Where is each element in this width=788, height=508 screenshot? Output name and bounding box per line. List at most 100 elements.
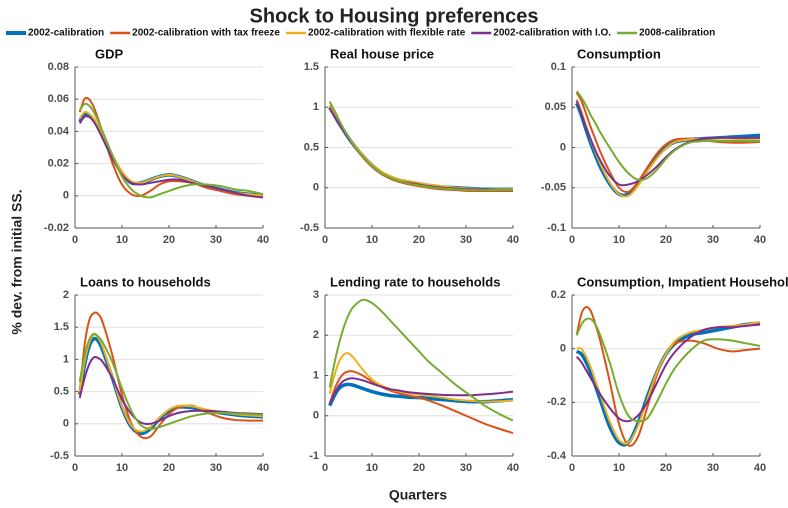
series-line — [78, 96, 264, 199]
y-tick-label: 0 — [63, 190, 69, 202]
y-tick-label: 0 — [560, 343, 566, 355]
x-tick-label: 0 — [72, 234, 78, 246]
y-tick-label: 0 — [313, 182, 319, 194]
x-tick-label: 40 — [507, 462, 519, 474]
y-tick-label: 0.2 — [551, 289, 566, 301]
x-tick-label: 30 — [707, 462, 719, 474]
x-tick-label: 40 — [257, 462, 269, 474]
panel: Consumption, Impatient Households -0.4 -0.… — [547, 274, 788, 473]
figure-title: Shock to Housing preferences — [250, 5, 539, 27]
x-tick-label: 0 — [322, 234, 328, 246]
series-line — [575, 102, 761, 198]
panel: Real house price-0.500.511.50 10 20 30 40 — [300, 46, 519, 245]
series-line — [575, 100, 760, 187]
x-tick-label: 20 — [163, 462, 175, 474]
y-tick-label: 0.5 — [54, 386, 69, 398]
x-tick-label: 20 — [660, 234, 672, 246]
series-line — [78, 110, 264, 197]
y-tick-label: 1.5 — [54, 321, 69, 333]
y-tick-label: -0.1 — [547, 222, 566, 234]
y-tick-label: 1.5 — [304, 61, 319, 73]
x-tick-label: 30 — [210, 234, 222, 246]
x-tick-label: 40 — [754, 234, 766, 246]
y-tick-label: 0 — [560, 141, 566, 153]
legend-label: 2002-calibration — [28, 28, 104, 39]
y-tick-label: -1 — [309, 450, 319, 462]
panel: Consumption -0.1 -0.05 0 0.05 0.1 0 10 20 30 40 — [541, 46, 766, 245]
x-axis-label: Quarters — [389, 487, 448, 503]
x-tick-label: 10 — [116, 462, 128, 474]
y-tick-label: 1 — [63, 353, 69, 365]
y-tick-label: 0.05 — [545, 101, 566, 113]
y-tick-label: 3 — [313, 289, 319, 301]
panel: Loans to households-0.500.511.520 10 20 30 4… — [50, 274, 269, 473]
panel-title: Real house price — [330, 46, 434, 61]
x-tick-label: 40 — [257, 234, 269, 246]
panel-title: GDP — [95, 46, 124, 61]
legend-label: 2002-calibration with tax freeze — [132, 28, 280, 39]
series-line — [575, 306, 761, 447]
y-tick-label: 0.1 — [551, 61, 566, 73]
panel-title: Consumption — [577, 46, 661, 61]
x-tick-label: 10 — [116, 234, 128, 246]
series-line — [575, 90, 760, 182]
x-tick-label: 30 — [460, 462, 472, 474]
x-tick-label: 10 — [366, 234, 378, 246]
series-line — [78, 311, 264, 440]
y-tick-label: 0.04 — [48, 125, 70, 137]
y-tick-label: 1 — [313, 101, 319, 113]
y-tick-label: -0.02 — [44, 222, 69, 234]
panel-title: Loans to households — [80, 274, 211, 289]
series-line — [328, 377, 514, 405]
y-tick-label: 0.5 — [304, 141, 319, 153]
x-tick-label: 30 — [707, 234, 719, 246]
x-tick-label: 20 — [163, 234, 175, 246]
x-tick-label: 10 — [613, 234, 625, 246]
y-tick-label: 0.08 — [48, 61, 69, 73]
x-tick-label: 20 — [413, 234, 425, 246]
series-line — [328, 370, 514, 435]
series-line — [78, 112, 264, 198]
y-tick-label: -0.5 — [50, 450, 69, 462]
x-tick-label: 0 — [322, 462, 328, 474]
legend-label: 2002-calibration with I.O. — [493, 28, 611, 39]
legend-label: 2008-calibration — [639, 28, 715, 39]
series-line — [78, 102, 264, 199]
x-tick-label: 0 — [569, 462, 575, 474]
y-tick-label: -0.2 — [547, 396, 566, 408]
series-line — [78, 355, 264, 425]
y-tick-label: 0.06 — [48, 93, 69, 105]
x-tick-label: 40 — [754, 462, 766, 474]
y-tick-label: 0 — [313, 410, 319, 422]
x-tick-label: 40 — [507, 234, 519, 246]
x-tick-label: 10 — [366, 462, 378, 474]
legend-label: 2002-calibration with flexible rate — [308, 28, 466, 39]
x-tick-label: 0 — [569, 234, 575, 246]
y-tick-label: -0.4 — [547, 450, 567, 462]
x-tick-label: 0 — [72, 462, 78, 474]
y-axis-label: % dev. from initial SS. — [9, 189, 25, 334]
y-tick-label: 0 — [63, 418, 69, 430]
series-line — [575, 317, 761, 423]
series-line — [78, 115, 264, 199]
panel-title: Lending rate to households — [330, 274, 500, 289]
y-tick-label: 0.02 — [48, 158, 69, 170]
panel-title: Consumption, Impatient Households — [577, 274, 788, 289]
series-line — [575, 323, 761, 423]
y-tick-label: -0.5 — [300, 222, 319, 234]
x-tick-label: 10 — [613, 462, 625, 474]
x-tick-label: 30 — [210, 462, 222, 474]
y-tick-label: 1 — [313, 369, 319, 381]
series-line — [78, 332, 264, 430]
series-line — [328, 298, 514, 422]
series-line — [328, 101, 513, 192]
x-tick-label: 30 — [460, 234, 472, 246]
x-tick-label: 20 — [660, 462, 672, 474]
x-tick-label: 20 — [413, 462, 425, 474]
y-tick-label: 2 — [313, 329, 319, 341]
y-tick-label: -0.05 — [541, 182, 566, 194]
y-tick-label: 2 — [63, 289, 69, 301]
